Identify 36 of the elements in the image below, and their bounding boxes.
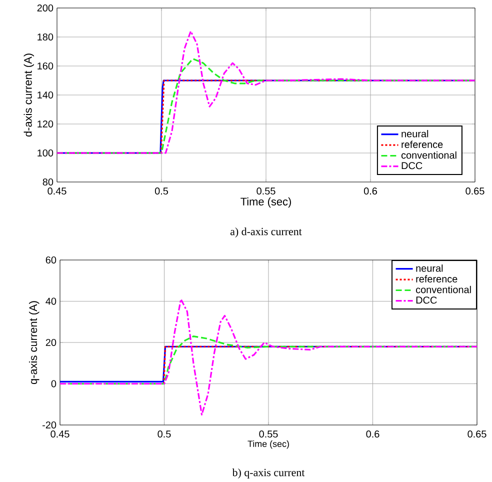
y-tick-label: -20 (42, 422, 56, 429)
y-tick-label: 60 (46, 256, 56, 264)
x-tick-label: 0.5 (154, 188, 168, 195)
legend-label: reference (402, 140, 443, 148)
legend-label: conventional (416, 286, 471, 294)
y-tick-label: 160 (38, 62, 54, 70)
y-axis-title: d-axis current (A) (24, 54, 34, 137)
y-tick-label: 80 (42, 178, 54, 186)
x-tick-label: 0.5 (158, 430, 171, 438)
x-tick-label: 0.45 (48, 188, 66, 195)
y-tick-label: 40 (46, 298, 56, 305)
legend-label: conventional (401, 152, 456, 159)
y-tick-label: 20 (46, 339, 56, 346)
x-tick-label: 0.6 (366, 430, 380, 438)
legend-label: reference (416, 275, 458, 283)
y-tick-label: 120 (38, 120, 54, 128)
x-tick-label: 0.55 (259, 430, 278, 438)
x-axis-title: Time (sec) (248, 440, 289, 449)
x-axis-title: Time (sec) (240, 198, 291, 208)
x-tick-label: 0.65 (466, 188, 484, 195)
x-tick-label: 0.45 (50, 430, 70, 438)
x-tick-label: 0.65 (468, 430, 486, 438)
y-tick-label: 140 (38, 92, 54, 99)
legend-label: DCC (402, 162, 422, 170)
y-axis-title: q-axis current (A) (29, 301, 40, 384)
text: a) d-axis current (230, 228, 302, 238)
y-tick-label: 180 (38, 34, 54, 41)
y-tick-label: 200 (37, 4, 54, 12)
legend-label: neural (416, 264, 443, 272)
x-tick-label: 0.55 (256, 188, 276, 195)
text: b) q-axis current (232, 468, 305, 479)
legend-label: neural (402, 130, 428, 138)
y-tick-label: 0 (51, 380, 56, 388)
y-tick-label: 100 (38, 150, 54, 157)
legend-label: DCC (416, 296, 437, 304)
x-tick-label: 0.6 (364, 188, 377, 195)
